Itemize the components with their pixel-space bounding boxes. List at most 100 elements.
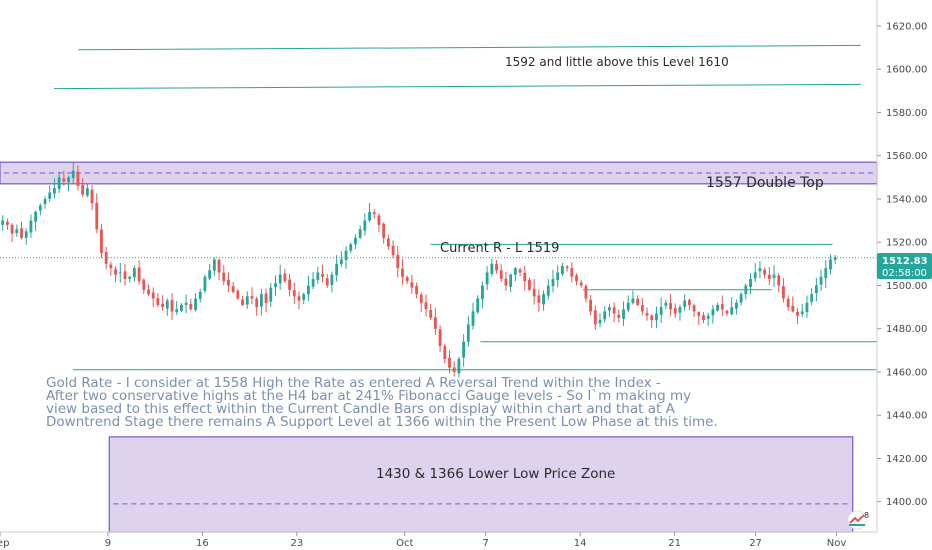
line-1610[interactable]: [78, 44, 861, 51]
line-1592[interactable]: [53, 83, 861, 90]
candle-body: [655, 313, 658, 321]
candle-body: [537, 295, 541, 303]
candle-body: [796, 312, 799, 316]
candle-body: [612, 307, 616, 314]
double-top-label: 1557 Double Top: [706, 175, 824, 191]
candle-body: [151, 292, 155, 299]
candle-body: [433, 317, 437, 329]
candle-body: [673, 308, 677, 314]
candle-body: [749, 278, 752, 287]
candle-body: [744, 285, 748, 295]
candle-body: [292, 290, 296, 297]
candle-body: [382, 223, 386, 238]
candle-body: [556, 272, 560, 281]
candle-body: [448, 357, 451, 368]
candle-body: [603, 311, 607, 320]
candle-body: [631, 298, 635, 303]
candle-body: [62, 178, 66, 182]
time-tick-label: 16: [196, 538, 209, 549]
current-resistance-annotation: Current R - L 1519: [440, 241, 559, 256]
candle-body: [231, 286, 235, 292]
candle-body: [241, 299, 244, 305]
candle-body: [579, 282, 583, 286]
lower-low-zone: [108, 436, 854, 533]
candle-body: [118, 272, 122, 274]
candle-body: [212, 259, 216, 271]
candle-body: [311, 278, 315, 287]
candle-body: [189, 303, 193, 310]
candle-body: [20, 228, 23, 238]
candle-body: [53, 188, 56, 194]
trend-lines: [53, 44, 877, 371]
candle-body: [800, 311, 804, 315]
price-tick-label: 1400.00: [886, 497, 927, 508]
candle-body: [161, 303, 165, 308]
candle-body: [283, 273, 287, 282]
price-tick-label: 1500.00: [886, 281, 927, 292]
candle-body: [833, 257, 837, 260]
candle-body: [29, 220, 33, 233]
candle-body: [466, 324, 470, 342]
commentary-line-1: Gold Rate - I consider at 1558 High the …: [46, 375, 661, 391]
candle-body: [1, 220, 5, 225]
candle-body: [810, 294, 814, 302]
candle-body: [485, 272, 489, 285]
candle-body: [85, 188, 89, 196]
time-tick-label: 21: [668, 538, 681, 549]
candle-body: [570, 268, 574, 277]
candle-body: [523, 272, 527, 282]
candle-body: [513, 268, 517, 275]
candle-body: [386, 238, 390, 247]
candle-body: [617, 314, 621, 318]
candle-body: [819, 276, 823, 285]
candle-body: [687, 300, 691, 305]
candle-countdown: 02:58:00: [882, 268, 927, 279]
candle-body: [725, 310, 729, 314]
candle-body: [664, 302, 668, 306]
candle-body: [236, 290, 240, 299]
candle-body: [702, 315, 705, 321]
candle-body: [316, 272, 320, 280]
candle-body: [269, 287, 273, 302]
candle-body: [344, 250, 348, 261]
candle-body: [565, 266, 569, 269]
candle-body: [339, 259, 343, 265]
candle-body: [147, 289, 150, 295]
candle-body: [24, 231, 28, 238]
candle-body: [504, 278, 508, 286]
candle-body: [730, 307, 734, 315]
candle-body: [368, 211, 371, 221]
candle-body: [791, 305, 795, 312]
candle-body: [584, 286, 588, 299]
candle-body: [767, 274, 771, 279]
candle-body: [763, 269, 767, 275]
candle-body: [306, 285, 310, 295]
candle-body: [255, 298, 259, 308]
candle-body: [415, 286, 418, 295]
candle-body: [452, 367, 456, 372]
candle-body: [10, 224, 14, 234]
time-axis[interactable]: Sep 9 16 23 Oct 7 14 21 27 Nov: [0, 532, 846, 549]
candle-body: [622, 309, 625, 319]
candle-body: [165, 300, 169, 309]
level-1610-annotation: 1592 and little above this Level 1610: [505, 55, 729, 69]
candle-body: [593, 310, 597, 325]
price-axis[interactable]: 1400.00 1420.00 1440.00 1460.00 1480.00 1500.…: [877, 21, 927, 508]
candle-body: [626, 302, 630, 311]
time-tick-label: 7: [483, 538, 489, 549]
candle-body: [377, 215, 381, 225]
candle-body: [720, 304, 724, 310]
price-tick-label: 1620.00: [886, 21, 927, 32]
candle-body: [71, 170, 75, 179]
candle-body: [490, 263, 494, 274]
candle-body: [560, 266, 564, 275]
candle-body: [829, 259, 832, 270]
candle-body: [95, 202, 99, 230]
candle-body: [274, 283, 277, 287]
candle-body: [471, 311, 475, 326]
price-tick-label: 1540.00: [886, 194, 927, 205]
candle-body: [777, 275, 781, 286]
candle-body: [824, 268, 828, 279]
candle-body: [589, 299, 593, 312]
